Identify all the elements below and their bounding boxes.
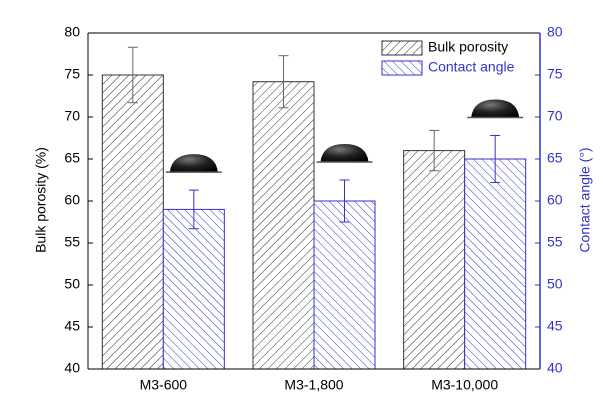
y-tick-label: 50 [64, 276, 80, 292]
y2-tick-label: 50 [547, 276, 563, 292]
y2-tick-label: 60 [547, 192, 563, 208]
y-tick-label: 65 [64, 150, 80, 166]
y-tick-label: 55 [64, 234, 80, 250]
droplet-icon [320, 144, 369, 162]
legend-label: Contact angle [428, 59, 515, 75]
y-tick-label: 40 [64, 360, 80, 376]
bar [101, 74, 164, 370]
y-tick-label: 80 [64, 24, 80, 40]
x-tick-label: M3-600 [140, 377, 188, 393]
y2-tick-label: 70 [547, 108, 563, 124]
y2-tick-label: 55 [547, 234, 563, 250]
y-axis-label: Bulk porosity (%) [33, 147, 49, 253]
legend-label: Bulk porosity [428, 39, 508, 55]
droplet-icon [169, 154, 218, 173]
x-tick-label: M3-1,800 [284, 377, 343, 393]
bar [162, 208, 225, 370]
y-tick-label: 60 [64, 192, 80, 208]
legend-swatch [381, 60, 423, 76]
y-tick-label: 45 [64, 318, 80, 334]
x-tick-label: M3-10,000 [431, 377, 498, 393]
legend-swatch [381, 40, 423, 56]
y2-axis-label: Contact angle (°) [577, 147, 593, 252]
y-tick-label: 75 [64, 66, 80, 82]
bar [252, 81, 315, 370]
y2-tick-label: 40 [547, 360, 563, 376]
bar [403, 150, 466, 370]
y-tick-label: 70 [64, 108, 80, 124]
y2-tick-label: 80 [547, 24, 563, 40]
y2-tick-label: 65 [547, 150, 563, 166]
droplet-icon [471, 99, 520, 118]
bar [313, 200, 376, 370]
y2-tick-label: 75 [547, 66, 563, 82]
bar [464, 158, 527, 370]
y2-tick-label: 45 [547, 318, 563, 334]
